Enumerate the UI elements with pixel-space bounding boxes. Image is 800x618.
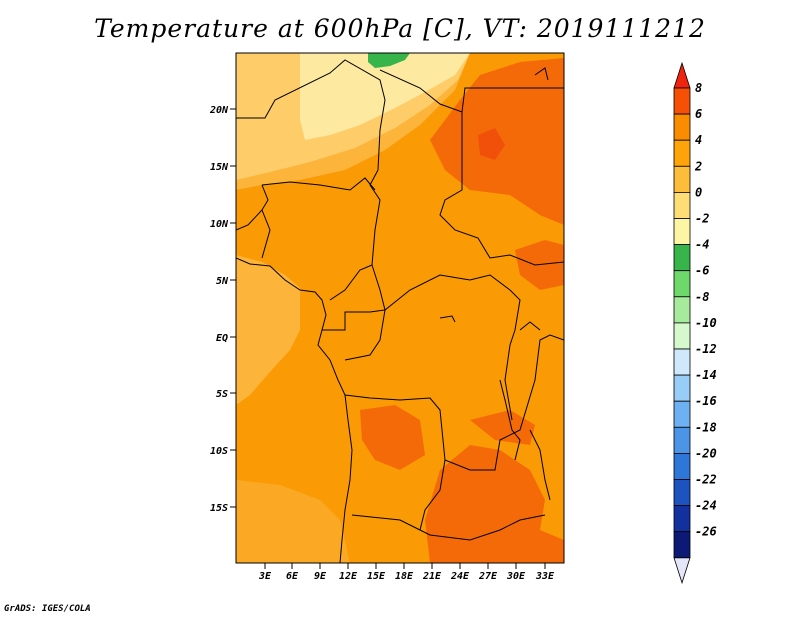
- border-north-3: [439, 112, 564, 266]
- border-central-3: [329, 264, 373, 301]
- colorbar-label: -20: [695, 446, 717, 460]
- colorbar-label: -22: [695, 473, 717, 487]
- colorbar-box: [673, 531, 691, 559]
- border-coast-ne: [534, 67, 549, 81]
- field-ne-warm-core: [478, 128, 505, 160]
- field-green-patch: [368, 53, 410, 68]
- chart-title: Temperature at 600hPa [C], VT: 201911121…: [94, 14, 706, 43]
- colorbar-under-triangle: [673, 557, 691, 585]
- field-southwest-ocean: [236, 480, 350, 563]
- border-central-5: [344, 309, 386, 361]
- colorbar-label: -2: [695, 212, 709, 226]
- colorbar-label: -12: [695, 342, 717, 356]
- colorbar-box: [673, 270, 691, 298]
- field-north-band-m4-to-m2: [300, 53, 470, 140]
- colorbar-box: [673, 113, 691, 141]
- lon-label-27e: 27E: [478, 571, 498, 582]
- lon-label-21e: 21E: [422, 571, 442, 582]
- colorbar-label: 4: [695, 133, 702, 147]
- colorbar-label: -10: [695, 316, 717, 330]
- lat-label-5n: 5N: [216, 276, 229, 287]
- border-lake-2: [529, 429, 551, 501]
- lat-label-5s: 5S: [216, 389, 228, 400]
- colorbar-label: 2: [694, 159, 702, 173]
- colorbar-box: [673, 139, 691, 167]
- border-south-1: [351, 514, 546, 541]
- colorbar-label: 6: [695, 107, 702, 121]
- border-central-4: [322, 309, 386, 331]
- border-east: [504, 289, 521, 421]
- lon-label-15e: 15E: [367, 571, 386, 582]
- border-west-2: [261, 209, 271, 259]
- border-lake-1: [499, 379, 521, 461]
- colorbar-box: [673, 165, 691, 193]
- border-congo: [344, 334, 564, 471]
- lat-label-10s: 10S: [210, 446, 228, 457]
- colorbar-box: [673, 322, 691, 350]
- border-north-2: [379, 69, 564, 113]
- lon-label-3e: 3E: [258, 571, 272, 582]
- colorbar-label: -18: [695, 420, 717, 434]
- field-angola-warm: [360, 405, 425, 470]
- lat-label-eq: EQ: [216, 333, 228, 344]
- colorbar-label: 0: [695, 185, 702, 199]
- field-west-ocean-0-to-2: [236, 255, 300, 405]
- border-lake-3: [439, 315, 456, 323]
- colorbar-label: -26: [695, 525, 717, 539]
- colorbar-box: [673, 348, 691, 376]
- colorbar-box: [673, 218, 691, 246]
- border-south-2: [419, 459, 446, 531]
- border-central-1: [369, 169, 511, 311]
- colorbar-label: -4: [695, 238, 709, 252]
- border-lake-4: [519, 321, 541, 331]
- colorbar-label: -6: [695, 264, 709, 278]
- colorbar-box: [673, 452, 691, 480]
- colorbar-label: -24: [695, 499, 717, 513]
- lon-ticks: [264, 563, 546, 569]
- lat-ticks: [230, 108, 236, 508]
- colorbar-box: [673, 400, 691, 428]
- colorbar-box: [673, 505, 691, 533]
- colorbar-label: -16: [695, 394, 717, 408]
- colorbar-box: [673, 244, 691, 272]
- colorbar-box: [673, 296, 691, 324]
- colorbar-label: -14: [695, 368, 717, 382]
- colorbar-label: -8: [695, 290, 709, 304]
- border-coastline: [236, 257, 353, 563]
- colorbar: 8 6 4 2 0 -2 -4 -6 -8 -10 -12 -14 -16 -18 -20 -22 -24 -26: [673, 61, 717, 585]
- lon-label-30e: 30E: [506, 571, 526, 582]
- lat-label-15s: 15S: [210, 503, 228, 514]
- lon-label-24e: 24E: [450, 571, 470, 582]
- temperature-field: [236, 53, 564, 563]
- grads-credit: GrADS: IGES/COLA: [4, 604, 91, 614]
- field-southeast-warm-2: [470, 410, 535, 445]
- colorbar-label: 8: [695, 81, 702, 95]
- border-central-2: [261, 177, 376, 191]
- colorbar-over-triangle: [673, 61, 691, 89]
- lat-label-20n: 20N: [209, 105, 229, 116]
- lon-label-18e: 18E: [395, 571, 414, 582]
- colorbar-box: [673, 191, 691, 219]
- colorbar-box: [673, 479, 691, 507]
- lat-label-10n: 10N: [210, 219, 229, 230]
- field-southeast-warm: [425, 445, 564, 563]
- colorbar-box: [673, 426, 691, 454]
- lat-label-15n: 15N: [210, 162, 229, 173]
- lon-label-12e: 12E: [339, 571, 358, 582]
- colorbar-box: [673, 374, 691, 402]
- border-north-1: [236, 59, 386, 171]
- lon-label-9e: 9E: [314, 571, 327, 582]
- colorbar-box: [673, 87, 691, 115]
- borders: [236, 59, 564, 563]
- lon-label-6e: 6E: [286, 571, 299, 582]
- lon-label-33e: 33E: [535, 571, 555, 582]
- map-frame: [235, 52, 565, 564]
